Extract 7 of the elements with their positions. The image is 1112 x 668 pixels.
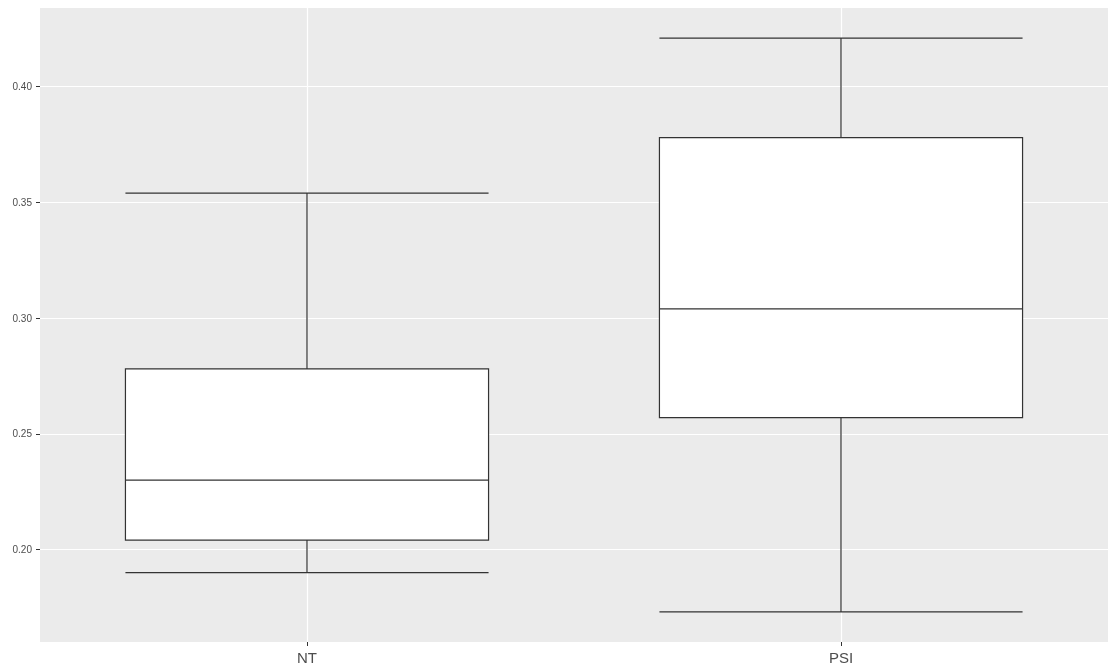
y-tick-label: 0.30 xyxy=(12,312,33,324)
y-tick-label: 0.20 xyxy=(12,543,33,555)
x-tick-label: PSI xyxy=(828,649,854,666)
y-tick-label: 0.40 xyxy=(12,81,33,93)
y-tick-label: 0.35 xyxy=(12,196,33,208)
x-tick-label: NT xyxy=(297,649,317,666)
y-tick-label: 0.25 xyxy=(12,428,33,440)
